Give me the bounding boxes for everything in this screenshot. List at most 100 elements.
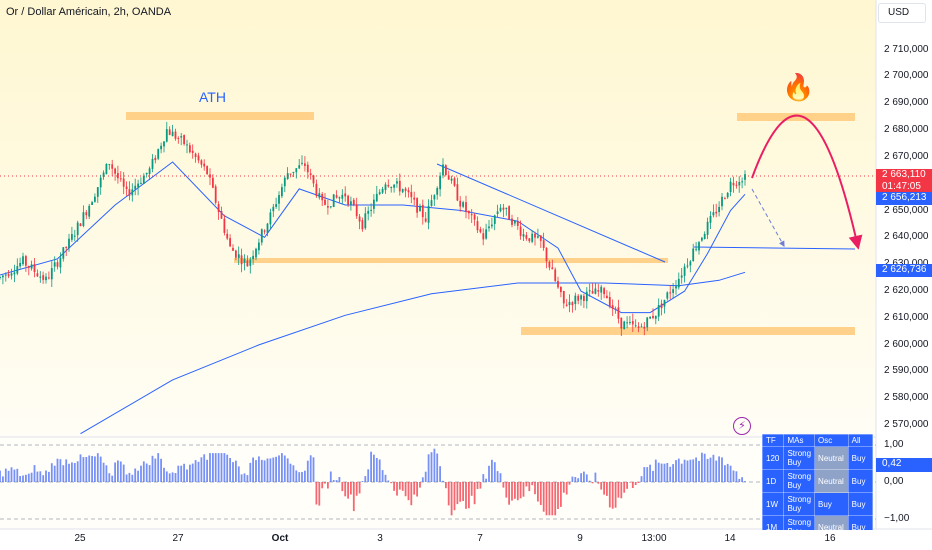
candle-body — [577, 295, 580, 301]
candle-body — [701, 237, 703, 241]
lightning-icon[interactable]: ⚡ — [733, 417, 751, 435]
oscillator-bar — [669, 466, 672, 482]
candle-body — [2, 275, 4, 278]
oscillator-bar — [335, 480, 338, 482]
oscillator-bar — [174, 473, 177, 482]
oscillator-bar — [53, 465, 56, 482]
ath-label[interactable]: ATH — [199, 89, 226, 105]
candle-body — [430, 200, 433, 206]
oscillator-bar — [657, 462, 660, 482]
projection-dashed-arrow[interactable] — [751, 188, 785, 248]
oscillator-bar — [200, 457, 203, 482]
oscillator-bar — [539, 482, 542, 505]
cell-mas: Strong Buy — [783, 469, 816, 493]
technicals-panel[interactable]: TF MAs Osc All 120 Strong Buy Neutral Bu… — [762, 434, 873, 530]
candle-body — [13, 272, 16, 275]
oscillator-bar — [583, 471, 585, 482]
oscillator-bar — [433, 448, 436, 482]
candle-body — [712, 212, 715, 216]
candle-body — [666, 292, 669, 299]
price-pane-background — [0, 0, 876, 437]
horizontal-ray[interactable] — [693, 246, 856, 250]
oscillator-bar — [663, 463, 666, 482]
candle-body — [73, 235, 76, 237]
oscillator-bar — [416, 482, 418, 497]
candle-body — [171, 131, 174, 137]
oscillator-bar — [531, 482, 534, 486]
candle-body — [36, 273, 39, 277]
candle-body — [554, 269, 557, 281]
fire-icon[interactable]: 🔥 — [782, 72, 815, 102]
projection-arrow[interactable] — [751, 114, 863, 250]
oscillator-bar — [157, 453, 160, 482]
candle-body — [525, 235, 528, 239]
oscillator-bar — [554, 482, 557, 516]
candle-body — [269, 212, 272, 225]
candle-body — [229, 238, 231, 247]
support-mid-zone[interactable] — [234, 258, 668, 263]
oscillator-bar — [4, 468, 7, 482]
cell-osc: Neutral — [814, 515, 849, 530]
oscillator-bar — [393, 482, 395, 491]
cell-mas: Strong Buy — [783, 446, 816, 470]
candle-body — [168, 129, 171, 135]
candle-body — [102, 172, 105, 177]
oscillator-bar — [631, 482, 634, 488]
oscillator-bar — [413, 482, 416, 495]
currency-button[interactable]: USD — [878, 3, 926, 23]
oscillator-bar — [381, 470, 384, 482]
candle-body — [387, 184, 390, 187]
oscillator-bar — [212, 453, 214, 482]
candle-body — [364, 213, 367, 229]
oscillator-bar — [347, 482, 349, 499]
oscillator-bar — [407, 482, 410, 501]
oscillator-bar — [373, 454, 375, 482]
oscillator-bar — [88, 455, 91, 482]
oscillator-bar — [99, 456, 102, 482]
ath-zone[interactable] — [126, 112, 314, 120]
support-low-zone[interactable] — [521, 327, 855, 335]
candle-body — [433, 195, 436, 200]
oscillator-bar — [479, 482, 482, 489]
candle-body — [286, 173, 289, 180]
candle-body — [252, 255, 254, 260]
candle-body — [614, 308, 617, 310]
candle-body — [473, 214, 476, 220]
candle-body — [151, 158, 154, 169]
oscillator-bar — [122, 464, 125, 482]
candle-body — [125, 186, 128, 189]
candle-body — [442, 164, 444, 176]
target-zone[interactable] — [737, 113, 855, 121]
candle-body — [306, 164, 309, 173]
candle-body — [436, 188, 439, 195]
candle-body — [165, 129, 168, 142]
oscillator-bar — [355, 482, 358, 496]
oscillator-bar — [640, 476, 643, 482]
oscillator-bar — [430, 452, 433, 482]
candle-body — [439, 175, 441, 190]
oscillator-bar — [260, 459, 263, 482]
oscillator-bar — [281, 453, 283, 482]
oscillator-bar — [278, 455, 280, 482]
symbol-title[interactable]: Or / Dollar Américain, 2h, OANDA — [6, 6, 172, 18]
cell-mas: Strong Buy — [783, 492, 816, 516]
oscillator-bar — [108, 473, 111, 482]
candle-body — [419, 205, 421, 212]
oscillator-bar — [370, 451, 372, 482]
oscillator-bar — [186, 469, 188, 482]
candle-body — [672, 289, 674, 293]
candle-body — [373, 199, 375, 209]
candle-body — [212, 177, 214, 188]
trendline[interactable] — [436, 163, 666, 263]
oscillator-bar — [496, 471, 499, 482]
oscillator-bar — [375, 458, 378, 482]
oscillator-bar — [698, 460, 700, 482]
oscillator-layer — [0, 444, 876, 520]
oscillator-bar — [729, 465, 732, 482]
oscillator-bar — [390, 482, 393, 484]
candle-body — [200, 160, 203, 165]
candle-body — [669, 292, 672, 294]
candle-body — [660, 303, 663, 309]
header-all: All — [847, 434, 873, 447]
